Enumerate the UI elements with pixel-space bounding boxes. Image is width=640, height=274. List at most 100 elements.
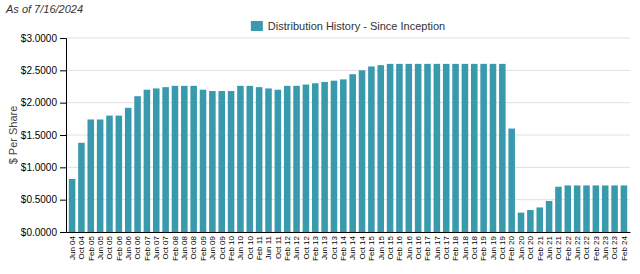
x-tick-label: Oct 14 xyxy=(358,235,367,259)
x-tick-label: Feb 07 xyxy=(143,235,152,260)
x-tick: Jun 17 xyxy=(433,232,442,260)
bar xyxy=(209,91,216,232)
bar xyxy=(434,64,441,232)
x-tick: Jun 07 xyxy=(152,232,161,260)
x-tick-label: Jun 22 xyxy=(573,235,582,260)
y-tick-label: $0.5000 xyxy=(21,194,58,205)
x-tick: Feb 13 xyxy=(311,232,320,261)
y-tick: $3.0000 xyxy=(21,33,66,44)
y-tick-label: $3.0000 xyxy=(21,33,58,44)
y-tick: $2.0000 xyxy=(21,97,66,108)
x-tick-label: Feb 06 xyxy=(115,235,124,260)
bar xyxy=(116,116,123,232)
x-tick: Feb 15 xyxy=(367,232,376,261)
bar xyxy=(480,64,487,232)
y-tick-mark xyxy=(60,38,66,39)
x-tick-label: Oct 15 xyxy=(386,235,395,259)
x-tick: Jun 20 xyxy=(517,232,526,260)
x-tick-label: Oct 04 xyxy=(77,235,86,259)
bar xyxy=(237,86,244,232)
bar xyxy=(88,119,95,232)
grid-line xyxy=(66,38,630,39)
bar xyxy=(303,85,310,232)
x-tick: Jun 21 xyxy=(545,232,554,260)
x-tick-label: Jun 11 xyxy=(264,235,273,259)
x-tick: Jun 11 xyxy=(264,232,273,259)
grid-line xyxy=(66,199,630,200)
bar xyxy=(471,64,478,232)
y-tick-label: $2.0000 xyxy=(21,97,58,108)
x-tick: Oct 05 xyxy=(105,232,114,260)
y-tick: $0.5000 xyxy=(21,194,66,205)
bar xyxy=(172,86,179,232)
x-tick: Oct 20 xyxy=(526,232,535,260)
x-tick-label: Feb 15 xyxy=(367,235,376,260)
x-tick-label: Feb 19 xyxy=(479,235,488,260)
x-tick-label: Jun 05 xyxy=(96,235,105,260)
x-tick: Oct 04 xyxy=(77,232,86,260)
x-tick-label: Feb 08 xyxy=(171,235,180,260)
legend-label: Distribution History - Since Inception xyxy=(268,20,445,32)
x-tick: Jun 22 xyxy=(573,232,582,260)
bar xyxy=(368,66,375,232)
x-tick: Jun 16 xyxy=(405,232,414,260)
bar xyxy=(144,90,151,232)
x-tick: Oct 09 xyxy=(218,232,227,260)
x-tick-label: Oct 09 xyxy=(218,235,227,259)
x-tick: Feb 12 xyxy=(283,232,292,261)
x-tick-label: Feb 13 xyxy=(311,235,320,260)
bar xyxy=(340,79,347,232)
y-axis: $0.0000$0.5000$1.0000$1.5000$2.0000$2.50… xyxy=(21,33,67,238)
x-tick-label: Oct 10 xyxy=(246,235,255,259)
x-tick-label: Oct 17 xyxy=(442,235,451,259)
bar xyxy=(181,86,188,232)
x-tick: Oct 18 xyxy=(470,232,479,260)
x-tick-label: Feb 17 xyxy=(423,235,432,260)
x-tick: Oct 22 xyxy=(582,232,591,260)
grid-line xyxy=(66,70,630,71)
bar xyxy=(565,185,572,232)
x-tick-label: Jun 14 xyxy=(348,235,357,260)
x-tick-label: Oct 22 xyxy=(582,235,591,259)
plot: $0.0000$0.5000$1.0000$1.5000$2.0000$2.50… xyxy=(21,33,631,261)
x-tick-label: Feb 05 xyxy=(87,235,96,260)
x-tick: Jun 19 xyxy=(489,232,498,260)
bar xyxy=(218,91,225,232)
grid-line xyxy=(66,167,630,168)
grid xyxy=(66,38,630,232)
x-tick: Jun 12 xyxy=(292,232,301,260)
bar xyxy=(190,86,197,232)
bar xyxy=(490,64,497,232)
x-tick: Feb 10 xyxy=(227,232,236,261)
y-tick-label: $2.5000 xyxy=(21,65,58,76)
x-tick-label: Feb 09 xyxy=(199,235,208,260)
y-tick: $0.0000 xyxy=(21,227,66,238)
x-tick: Feb 20 xyxy=(507,232,516,261)
x-tick: Oct 19 xyxy=(498,232,507,260)
y-tick-mark xyxy=(60,167,66,168)
bar xyxy=(321,82,328,232)
bar xyxy=(527,210,534,232)
x-tick: Oct 17 xyxy=(442,232,451,260)
x-tick: Feb 06 xyxy=(115,232,124,261)
bar xyxy=(312,83,319,232)
bar xyxy=(153,88,160,232)
bar xyxy=(602,185,609,232)
x-tick: Jun 23 xyxy=(601,232,610,260)
x-axis: Jun 04Oct 04Feb 05Jun 05Oct 05Feb 06Jun … xyxy=(67,232,631,261)
bar xyxy=(228,91,235,232)
x-tick-label: Jun 16 xyxy=(405,235,414,260)
x-tick-label: Oct 08 xyxy=(189,235,198,259)
bars xyxy=(69,64,627,232)
legend: Distribution History - Since Inception xyxy=(251,20,445,32)
x-tick-label: Feb 14 xyxy=(339,235,348,260)
bar xyxy=(406,64,413,232)
x-tick-label: Feb 24 xyxy=(620,235,629,260)
x-tick: Feb 08 xyxy=(171,232,180,261)
bar xyxy=(265,88,272,232)
x-tick: Jun 05 xyxy=(96,232,105,260)
bar xyxy=(125,108,132,232)
x-tick-label: Jun 07 xyxy=(152,235,161,260)
x-tick: Oct 12 xyxy=(302,232,311,260)
bar xyxy=(536,207,543,232)
